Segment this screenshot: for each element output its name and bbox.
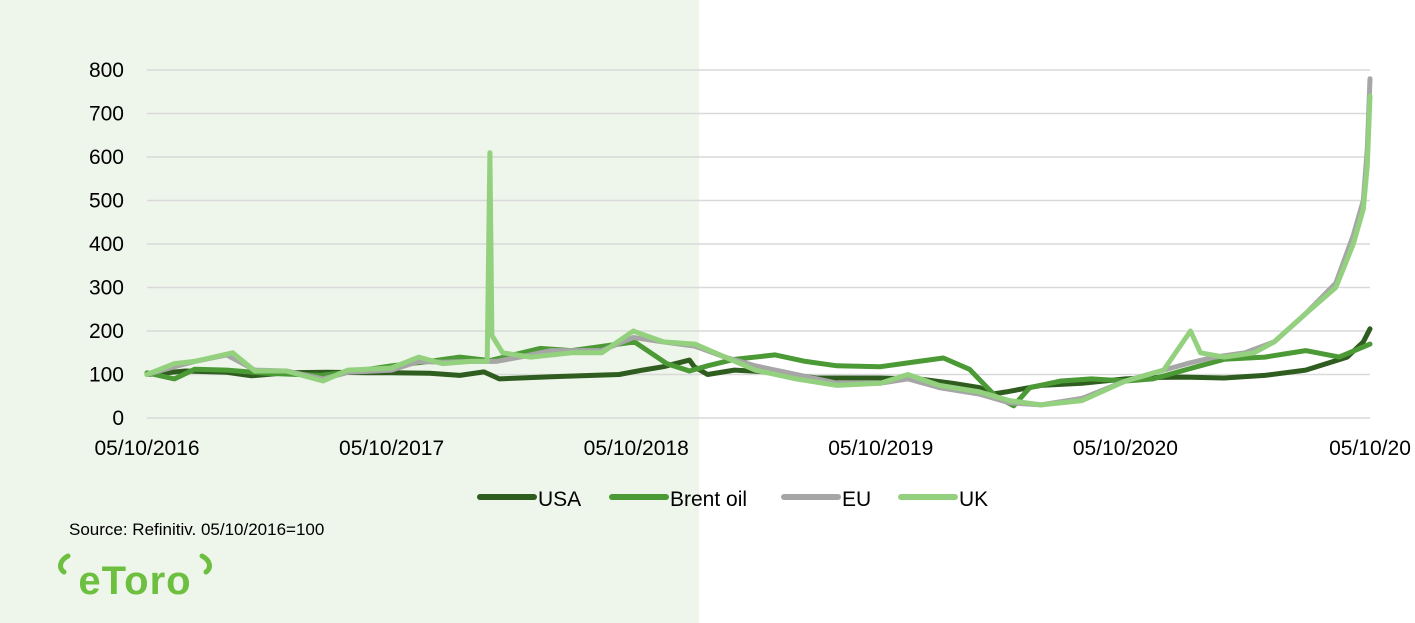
legend-label-brent-oil: Brent oil: [670, 488, 747, 511]
logo-wordmark: eToro: [78, 559, 191, 602]
left-background-panel: [0, 0, 699, 623]
legend-label-usa: USA: [538, 488, 581, 511]
y-axis-tick-labels: 0 100 200 300 400 500 600 700 800: [89, 59, 124, 430]
y-tick-label-700: 700: [89, 103, 124, 126]
x-tick-label-5: 05/10/20: [1329, 437, 1411, 460]
x-tick-label-0: 05/10/2016: [94, 437, 199, 460]
y-tick-label-800: 800: [89, 59, 124, 82]
x-tick-label-4: 05/10/2020: [1073, 437, 1178, 460]
gridlines: [147, 69, 1370, 419]
y-tick-label-100: 100: [89, 364, 124, 387]
legend-label-uk: UK: [959, 488, 988, 511]
x-tick-label-3: 05/10/2019: [828, 437, 933, 460]
series-line-uk: [144, 93, 1373, 408]
x-axis-tick-labels: 05/10/2016 05/10/2017 05/10/2018 05/10/2019…: [94, 437, 1410, 460]
etoro-logo: eToro: [58, 553, 212, 602]
y-tick-label-300: 300: [89, 277, 124, 300]
y-tick-label-500: 500: [89, 190, 124, 213]
source-note: Source: Refinitiv. 05/10/2016=100: [69, 520, 325, 539]
legend: USA Brent oil EU UK: [477, 488, 988, 511]
x-tick-label-2: 05/10/2018: [584, 437, 689, 460]
x-tick-label-1: 05/10/2017: [339, 437, 444, 460]
legend-label-eu: EU: [842, 488, 871, 511]
y-tick-label-600: 600: [89, 146, 124, 169]
y-tick-label-0: 0: [112, 407, 124, 430]
left-background-rect: [0, 0, 699, 623]
logo-left-horn: [58, 553, 71, 575]
y-tick-label-400: 400: [89, 233, 124, 256]
logo-right-horn: [199, 553, 212, 575]
series-lines: [144, 76, 1373, 409]
y-tick-label-200: 200: [89, 320, 124, 343]
